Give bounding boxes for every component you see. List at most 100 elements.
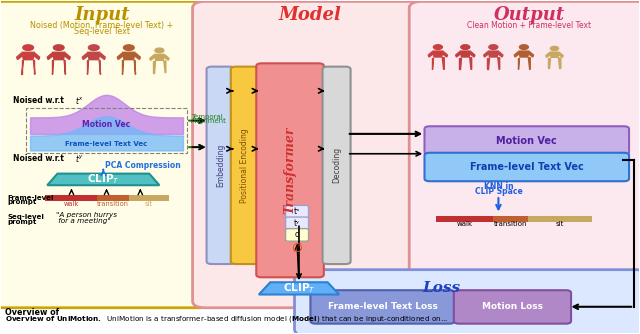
Polygon shape: [17, 53, 23, 59]
Polygon shape: [529, 58, 531, 69]
Polygon shape: [431, 58, 433, 69]
Text: Decoding: Decoding: [332, 147, 341, 183]
Polygon shape: [488, 50, 499, 58]
Polygon shape: [529, 52, 534, 57]
FancyBboxPatch shape: [0, 1, 212, 308]
FancyBboxPatch shape: [424, 153, 629, 181]
Polygon shape: [470, 52, 475, 57]
Circle shape: [88, 45, 99, 50]
Bar: [436, 216, 493, 222]
Polygon shape: [21, 60, 23, 74]
Polygon shape: [21, 51, 35, 60]
Text: Seq-level Text: Seq-level Text: [74, 27, 130, 36]
Text: Clean Motion + Frame-level Text: Clean Motion + Frame-level Text: [467, 21, 591, 30]
Polygon shape: [134, 53, 140, 59]
Text: for a meeting": for a meeting": [56, 218, 110, 224]
Polygon shape: [52, 60, 53, 74]
Circle shape: [489, 45, 498, 49]
Polygon shape: [487, 58, 489, 69]
Polygon shape: [99, 53, 105, 59]
Polygon shape: [460, 50, 471, 58]
Text: Seq-level: Seq-level: [8, 214, 45, 220]
Text: $t^y$: $t^y$: [75, 153, 84, 164]
Polygon shape: [459, 58, 461, 69]
Text: c: c: [295, 230, 299, 239]
Text: "A person hurrys: "A person hurrys: [56, 212, 116, 218]
FancyBboxPatch shape: [323, 67, 351, 264]
Polygon shape: [518, 50, 530, 58]
Polygon shape: [47, 174, 159, 185]
Polygon shape: [548, 58, 550, 68]
Text: Motion Vec: Motion Vec: [497, 136, 557, 146]
Polygon shape: [442, 58, 444, 69]
Polygon shape: [546, 53, 550, 57]
Text: walk: walk: [63, 201, 79, 207]
Bar: [529, 216, 592, 222]
Circle shape: [23, 45, 33, 50]
Text: Frame-level Text Vec: Frame-level Text Vec: [470, 162, 584, 172]
Text: prompt: prompt: [8, 219, 37, 225]
Polygon shape: [99, 60, 100, 74]
Text: PCA Compression: PCA Compression: [105, 161, 180, 170]
Text: Transformer: Transformer: [284, 127, 296, 214]
Polygon shape: [498, 52, 503, 57]
FancyBboxPatch shape: [454, 290, 571, 324]
Polygon shape: [559, 58, 561, 68]
Text: Loss: Loss: [422, 281, 460, 295]
Polygon shape: [428, 52, 433, 57]
Polygon shape: [154, 54, 165, 61]
Polygon shape: [117, 53, 124, 59]
FancyBboxPatch shape: [256, 63, 324, 277]
Bar: [97, 195, 129, 201]
FancyBboxPatch shape: [285, 217, 308, 229]
Polygon shape: [52, 51, 66, 60]
Text: transition: transition: [97, 201, 129, 207]
Text: walk: walk: [456, 221, 473, 227]
Polygon shape: [164, 61, 166, 72]
Polygon shape: [150, 55, 155, 60]
Bar: [493, 216, 529, 222]
Polygon shape: [47, 53, 53, 59]
FancyBboxPatch shape: [409, 1, 640, 308]
Polygon shape: [515, 52, 520, 57]
Polygon shape: [153, 61, 155, 72]
Polygon shape: [33, 53, 40, 59]
Bar: [45, 195, 97, 201]
Text: transition: transition: [494, 221, 527, 227]
Text: $t^x$: $t^x$: [75, 95, 84, 106]
Polygon shape: [559, 53, 563, 57]
Polygon shape: [83, 53, 88, 59]
FancyBboxPatch shape: [231, 67, 259, 264]
FancyBboxPatch shape: [285, 205, 308, 218]
FancyBboxPatch shape: [207, 67, 235, 264]
Text: sit: sit: [556, 221, 564, 227]
Text: Frame-level Text Vec: Frame-level Text Vec: [65, 142, 148, 148]
Circle shape: [550, 46, 559, 50]
Circle shape: [155, 48, 164, 53]
Polygon shape: [456, 52, 461, 57]
Text: Temporal: Temporal: [191, 114, 223, 120]
Text: tˣ: tˣ: [294, 207, 300, 216]
Circle shape: [520, 45, 529, 49]
Polygon shape: [87, 60, 88, 74]
Polygon shape: [470, 58, 472, 69]
Polygon shape: [442, 52, 447, 57]
Text: Noised (Motion, Frame-level Text) +: Noised (Motion, Frame-level Text) +: [31, 21, 173, 30]
Text: Noised w.r.t: Noised w.r.t: [13, 154, 67, 163]
FancyBboxPatch shape: [424, 126, 629, 155]
Text: KNN in: KNN in: [484, 182, 513, 191]
Text: Embedding: Embedding: [216, 144, 225, 187]
Polygon shape: [498, 58, 500, 69]
Text: CLIP Space: CLIP Space: [474, 187, 522, 196]
Text: Positional Encoding: Positional Encoding: [240, 128, 250, 203]
Text: CLIP$_T$: CLIP$_T$: [87, 173, 120, 186]
Polygon shape: [64, 53, 70, 59]
Text: prompt: prompt: [8, 199, 37, 205]
Text: Motion Vec: Motion Vec: [83, 120, 131, 129]
Text: Overview of: Overview of: [4, 308, 61, 317]
Text: Input: Input: [74, 6, 130, 24]
Circle shape: [124, 45, 134, 50]
FancyBboxPatch shape: [285, 228, 308, 241]
Text: Frame-level Text Loss: Frame-level Text Loss: [328, 303, 437, 311]
Text: $\varnothing$: $\varnothing$: [291, 241, 303, 255]
